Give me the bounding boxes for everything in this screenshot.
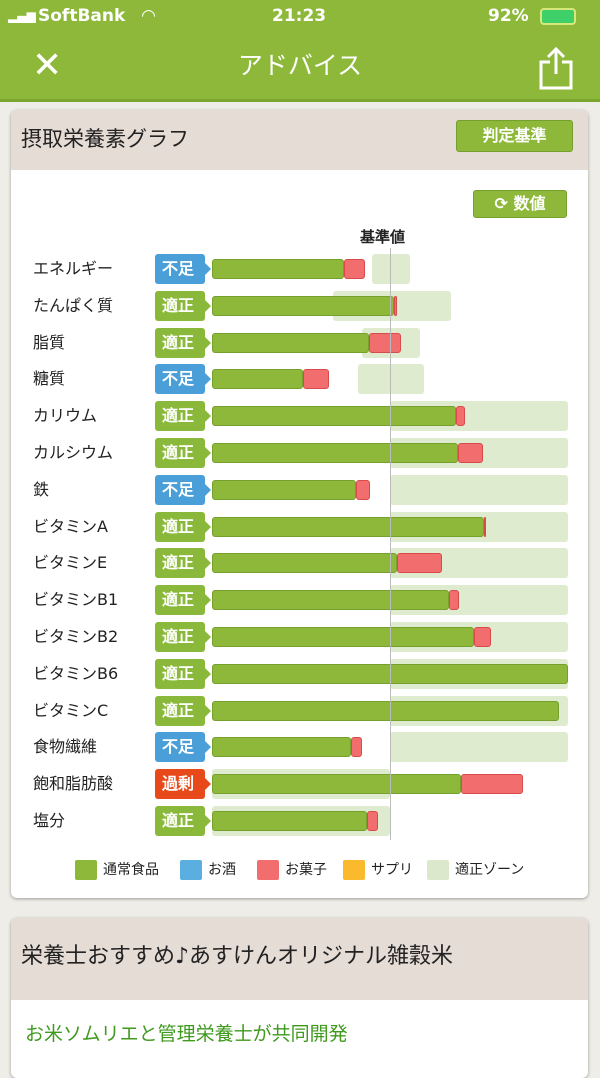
criteria-button[interactable]: 判定基準 [456,120,573,152]
promo-title: 栄養士おすすめ♪あすけんオリジナル雑穀米 [21,944,454,969]
food-bar [212,774,462,795]
promo-subtitle[interactable]: お米ソムリエと管理栄養士が共同開発 [25,1023,348,1045]
snack-bar [356,479,371,500]
snack-bar [350,737,362,758]
legend-label: お酒 [208,862,236,878]
status-bar: ▂▄▆ SoftBank ◠ 21:23 92% [0,0,600,32]
food-bar [212,259,344,279]
judgement-badge: 適正 [155,401,211,432]
carrier: SoftBank [38,6,126,26]
values-toggle-button[interactable]: ⟳ 数値 [473,190,567,218]
share-button[interactable] [538,46,574,90]
snack-bar [368,332,401,353]
food-bar [212,369,303,390]
food-bar [212,406,456,427]
adequate-zone [390,474,568,505]
judgement-badge: 適正 [155,585,211,616]
legend-label: サプリ [371,862,413,878]
food-bar [212,811,367,831]
nutrient-label: 塩分 [33,811,66,830]
nutrient-label: ビタミンB6 [33,663,119,683]
legend-swatch [427,860,449,880]
close-button[interactable]: ✕ [32,45,63,86]
battery-icon [540,8,576,25]
nutrient-label: ビタミンC [33,700,109,720]
reference-line [390,248,391,840]
food-bar [212,479,357,500]
nutrient-label: 食物繊維 [33,737,98,757]
food-bar [212,443,458,463]
nav-bar: ✕ アドバイス [0,32,600,102]
snack-bar [461,774,524,795]
food-bar [212,553,398,574]
nutrient-label: ビタミンB1 [33,590,119,610]
snack-bar [455,406,465,427]
legend-swatch [257,860,279,880]
judgement-badge: 不足 [155,732,211,763]
judgement-badge: 過剰 [155,769,211,800]
judgement-badge: 適正 [155,548,211,579]
legend-label: お菓子 [285,862,327,878]
legend-label: 適正ゾーン [455,862,525,878]
nutrient-label: カルシウム [33,443,114,462]
food-bar [212,295,394,316]
food-bar [212,590,449,611]
reference-label: 基準値 [360,228,406,246]
legend-swatch [180,860,202,880]
judgement-badge: 不足 [155,474,211,505]
legend-swatch [75,860,97,880]
snack-bar [343,259,366,279]
judgement-badge: 適正 [155,290,211,321]
nutrient-label: 脂質 [33,332,66,352]
adequate-zone [390,732,568,763]
values-button-label: 数値 [513,194,546,213]
judgement-badge: 適正 [155,438,211,468]
signal-icon: ▂▄▆ [8,9,36,23]
judgement-badge: 適正 [155,695,211,726]
judgement-badge: 適正 [155,327,211,358]
snack-bar [457,443,483,463]
food-bar [212,737,351,758]
nutrient-label: ビタミンA [33,516,108,536]
snack-bar [397,553,442,574]
nutrient-label: エネルギー [33,259,114,278]
judgement-badge: 不足 [155,254,211,284]
judgement-badge: 適正 [155,622,211,652]
wifi-icon: ◠ [142,6,156,26]
food-bar [212,516,485,537]
judgement-badge: 適正 [155,511,211,542]
food-bar [212,627,474,647]
judgement-badge: 不足 [155,364,211,395]
judgement-badge: 適正 [155,806,211,836]
snack-bar [473,627,492,647]
time: 21:23 [272,6,327,26]
legend-swatch [343,860,365,880]
snack-bar [366,811,378,831]
snack-bar [393,295,398,316]
chart-legend: 通常食品 お酒 お菓子 サプリ 適正ゾーン [75,860,575,884]
nutrient-label: 飽和脂肪酸 [33,774,114,794]
judgement-badge: 適正 [155,658,211,689]
nutrient-label: 鉄 [33,479,50,499]
battery-percent: 92% [488,6,529,26]
promo-card: 栄養士おすすめ♪あすけんオリジナル雑穀米 お米ソムリエと管理栄養士が共同開発 [11,918,588,1078]
graph-title: 摂取栄養素グラフ [21,127,189,151]
nutrient-label: ビタミンE [33,553,108,573]
food-bar [212,332,369,353]
nutrient-label: たんぱく質 [33,295,114,315]
refresh-icon: ⟳ [494,194,508,213]
snack-bar [302,369,330,390]
snack-bar [448,590,460,611]
legend-label: 通常食品 [103,862,159,878]
page-title: アドバイス [237,51,363,80]
nutrient-label: ビタミンB2 [33,627,119,646]
nutrient-label: 糖質 [33,369,66,389]
share-icon [539,46,573,90]
nutrient-label: カリウム [33,406,98,426]
snack-bar [484,516,487,537]
food-bar [212,700,560,721]
